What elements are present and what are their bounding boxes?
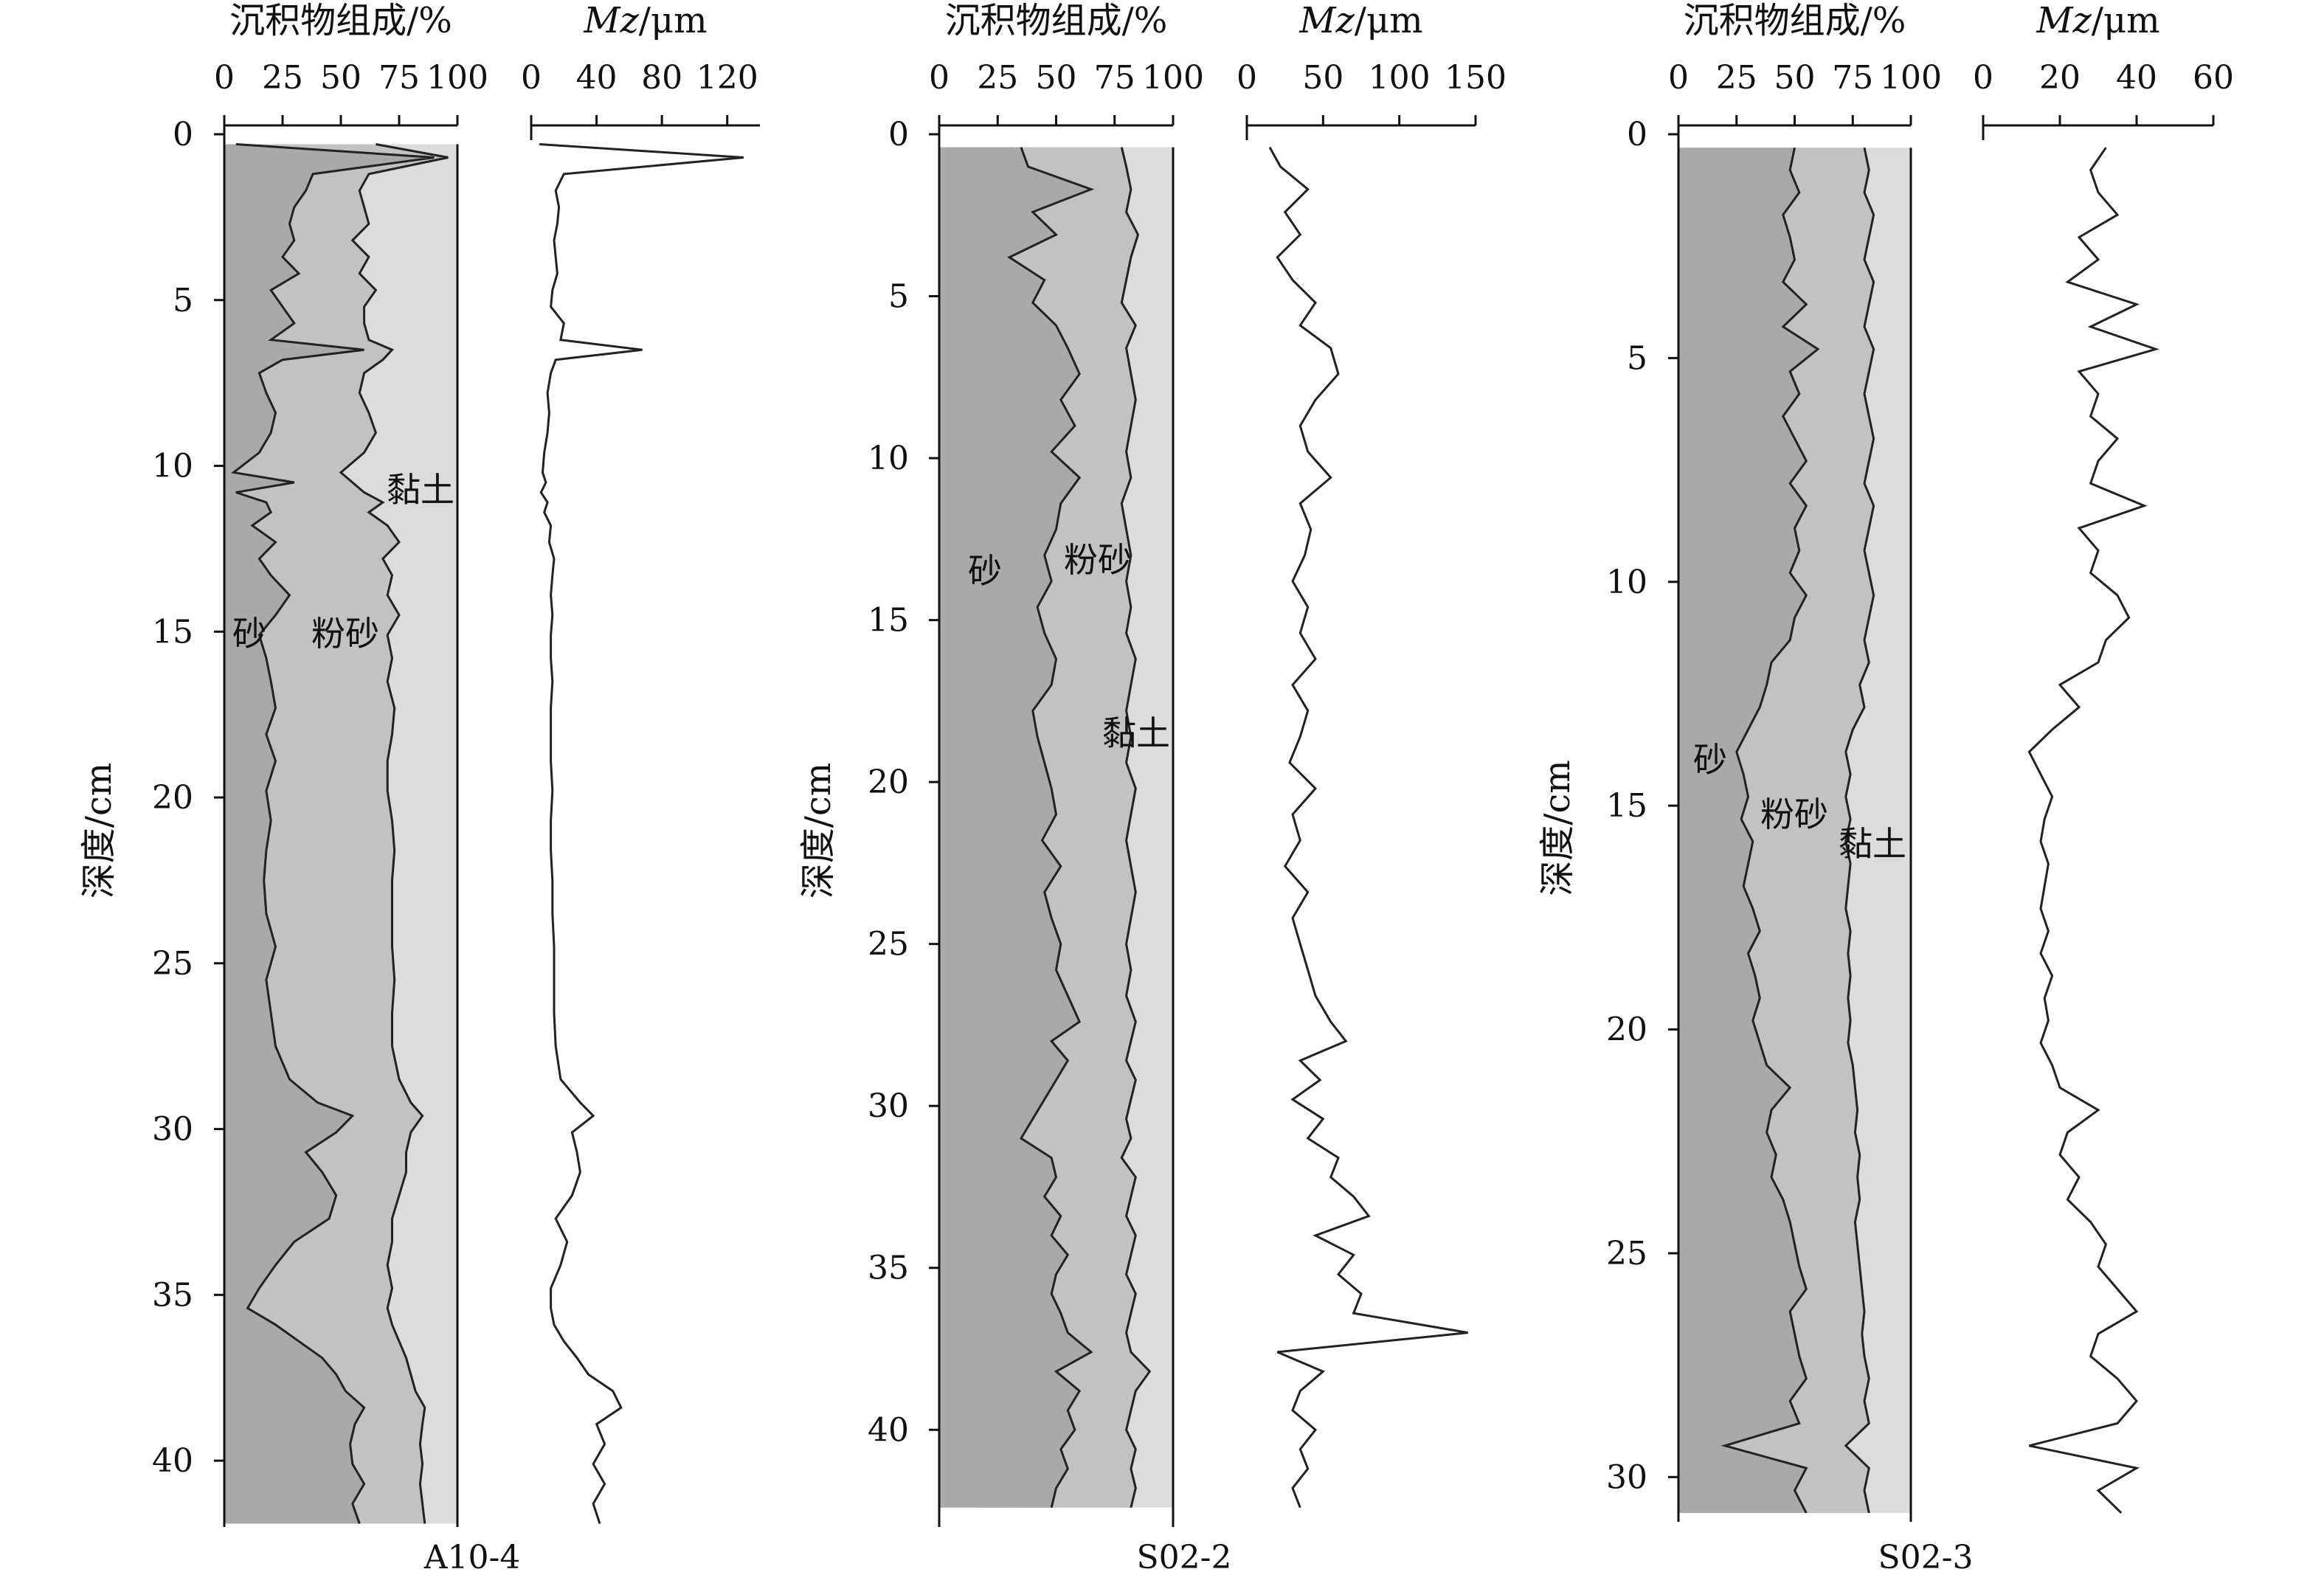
sand-label: 砂 xyxy=(1693,740,1727,780)
sand-silt-boundary-line xyxy=(230,143,435,1524)
composition-title: 沉积物组成/% xyxy=(229,0,452,41)
silt-clay-boundary-line xyxy=(339,143,449,1524)
sand-silt-boundary-line xyxy=(1007,147,1095,1509)
sand-label: 砂 xyxy=(968,551,1002,591)
depth-tick-label: 35 xyxy=(152,1276,193,1314)
clay-label: 黏土 xyxy=(387,470,454,510)
depth-tick-label: 25 xyxy=(868,926,909,963)
silt-clay-boundary-line xyxy=(1120,147,1152,1509)
depth-tick-label: 0 xyxy=(1627,116,1647,153)
sand-label: 砂 xyxy=(232,614,266,654)
mz-tick-label: 60 xyxy=(2193,59,2234,97)
depth-tick-label: 40 xyxy=(868,1411,909,1449)
depth-tick-label: 5 xyxy=(1627,339,1647,377)
mz-tick-label: 0 xyxy=(1237,59,1257,97)
composition-title: 沉积物组成/% xyxy=(945,0,1168,41)
mz-tick-label: 120 xyxy=(696,59,758,97)
mz-tick-label: 40 xyxy=(2116,59,2157,97)
mz-tick-label: 0 xyxy=(1973,59,1993,97)
depth-tick-label: 5 xyxy=(173,282,193,319)
mz-tick-label: 100 xyxy=(1369,59,1431,97)
clay-label: 黏土 xyxy=(1839,824,1906,864)
depth-tick-label: 10 xyxy=(1606,564,1647,601)
depth-tick-label: 25 xyxy=(152,945,193,983)
depth-tick-label: 15 xyxy=(152,613,193,651)
composition-tick-label: 100 xyxy=(1142,59,1204,97)
depth-tick-label: 30 xyxy=(868,1087,909,1125)
depth-tick-label: 30 xyxy=(1606,1458,1647,1496)
composition-tick-label: 0 xyxy=(214,59,235,97)
mz-title: Mz/μm xyxy=(583,0,707,41)
core-name: A10-4 xyxy=(423,1539,521,1576)
silt-label: 粉砂 xyxy=(1064,540,1132,580)
mz-title-symbol: Mz xyxy=(583,0,639,41)
mz-title-unit: /μm xyxy=(2092,0,2160,41)
mz-line xyxy=(1268,146,1468,1509)
composition-tick-label: 75 xyxy=(1094,59,1135,97)
depth-tick-label: 10 xyxy=(152,448,193,485)
depth-axis-label: 深度/cm xyxy=(1537,760,1578,896)
mz-title-unit: /μm xyxy=(1355,0,1423,41)
sand-area xyxy=(1678,148,1818,1513)
silt-clay-boundary-line xyxy=(1844,147,1875,1514)
composition-tick-label: 0 xyxy=(1668,59,1689,97)
mz-tick-label: 150 xyxy=(1445,59,1507,97)
mz-title-symbol: Mz xyxy=(2036,0,2092,41)
silt-label: 粉砂 xyxy=(1760,794,1828,834)
sand-silt-boundary-line xyxy=(1720,147,1820,1514)
depth-tick-label: 40 xyxy=(152,1442,193,1480)
depth-tick-label: 20 xyxy=(152,779,193,817)
mz-line xyxy=(2027,147,2159,1514)
composition-tick-label: 0 xyxy=(929,59,950,97)
depth-tick-label: 20 xyxy=(868,763,909,801)
depth-tick-label: 20 xyxy=(1606,1011,1647,1049)
depth-tick-label: 15 xyxy=(1606,787,1647,825)
depth-tick-label: 10 xyxy=(868,440,909,477)
mz-tick-label: 0 xyxy=(521,59,542,97)
depth-axis-label: 深度/cm xyxy=(78,763,120,899)
depth-tick-label: 0 xyxy=(888,116,909,153)
silt-label: 粉砂 xyxy=(311,614,379,654)
composition-tick-label: 25 xyxy=(262,59,303,97)
mz-tick-label: 20 xyxy=(2039,59,2081,97)
depth-axis-label: 深度/cm xyxy=(798,763,839,899)
composition-tick-label: 50 xyxy=(1774,59,1816,97)
composition-tick-label: 25 xyxy=(977,59,1018,97)
depth-tick-label: 25 xyxy=(1606,1235,1647,1272)
composition-tick-label: 100 xyxy=(426,59,488,97)
depth-tick-label: 35 xyxy=(868,1250,909,1287)
depth-tick-label: 0 xyxy=(173,116,193,153)
composition-tick-label: 100 xyxy=(1880,59,1942,97)
core-panel-s02-3: 0 25 50 75 100 沉积物组成/% 0 5 10 15 20 25 30 深度/cm 0 20 40 6… xyxy=(1537,0,2234,1576)
core-name: S02-3 xyxy=(1878,1539,1974,1576)
composition-tick-label: 50 xyxy=(1036,59,1077,97)
mz-tick-label: 40 xyxy=(576,59,618,97)
mz-title: Mz/μm xyxy=(1298,0,1422,41)
composition-title: 沉积物组成/% xyxy=(1684,0,1906,41)
depth-tick-label: 5 xyxy=(888,278,909,316)
composition-tick-label: 50 xyxy=(320,59,362,97)
composition-tick-label: 25 xyxy=(1716,59,1757,97)
mz-title-unit: /μm xyxy=(639,0,708,41)
sand-area xyxy=(224,144,435,1524)
clay-label: 黏土 xyxy=(1102,713,1170,753)
core-name: S02-2 xyxy=(1137,1539,1232,1576)
depth-tick-label: 30 xyxy=(152,1111,193,1149)
composition-tick-label: 75 xyxy=(1832,59,1873,97)
mz-title-symbol: Mz xyxy=(1298,0,1355,41)
depth-tick-label: 15 xyxy=(868,602,909,640)
mz-tick-label: 80 xyxy=(641,59,682,97)
composition-tick-label: 75 xyxy=(378,59,420,97)
mz-line xyxy=(539,143,744,1524)
mz-title: Mz/μm xyxy=(2036,0,2159,41)
mz-tick-label: 50 xyxy=(1302,59,1343,97)
